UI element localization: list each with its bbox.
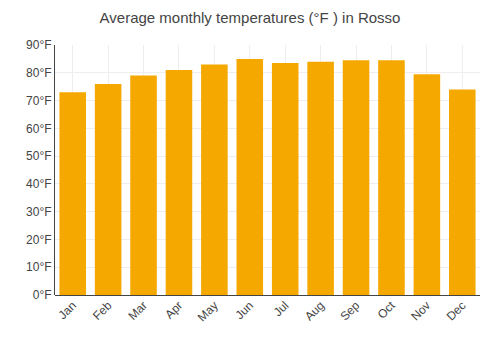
svg-text:60°F: 60°F [26, 122, 51, 136]
svg-text:Apr: Apr [162, 298, 185, 321]
svg-text:70°F: 70°F [26, 94, 51, 108]
svg-text:Oct: Oct [375, 298, 399, 322]
svg-text:40°F: 40°F [26, 177, 51, 191]
svg-text:Jun: Jun [233, 298, 257, 322]
svg-text:Dec: Dec [444, 298, 469, 323]
svg-text:Average monthly temperatures (: Average monthly temperatures (°F ) in Ro… [100, 9, 401, 26]
svg-text:Jul: Jul [271, 298, 292, 319]
svg-text:80°F: 80°F [26, 66, 51, 80]
svg-text:0°F: 0°F [33, 288, 52, 302]
svg-text:30°F: 30°F [26, 205, 51, 219]
svg-text:Feb: Feb [90, 298, 115, 323]
svg-text:May: May [195, 298, 221, 324]
svg-text:Nov: Nov [408, 298, 433, 323]
svg-text:10°F: 10°F [26, 260, 51, 274]
svg-text:90°F: 90°F [26, 38, 51, 52]
svg-text:Jan: Jan [55, 298, 79, 322]
svg-text:20°F: 20°F [26, 233, 51, 247]
svg-text:50°F: 50°F [26, 149, 51, 163]
svg-text:Aug: Aug [302, 298, 327, 323]
svg-text:Mar: Mar [125, 298, 150, 323]
svg-text:Sep: Sep [337, 298, 362, 323]
